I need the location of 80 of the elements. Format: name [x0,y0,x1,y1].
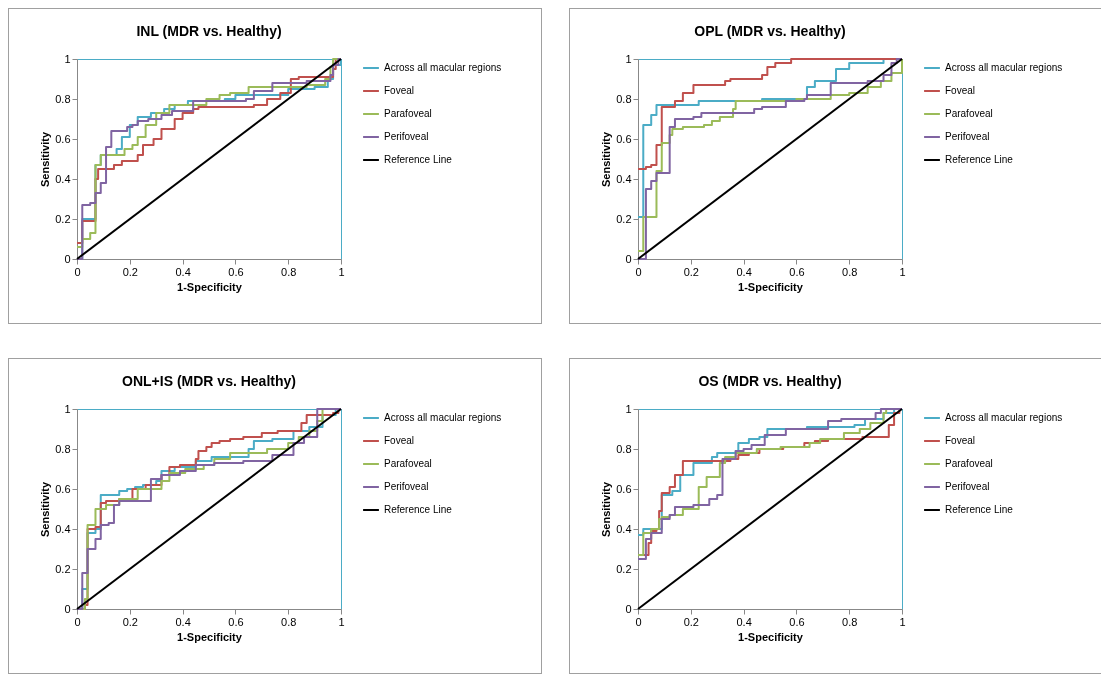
x-tick-label: 0.4 [736,615,752,628]
y-tick-label: 0.6 [616,132,632,145]
x-tick-label: 1 [338,615,345,628]
x-tick-label: 0 [74,615,81,628]
y-tick-label: 0.8 [55,442,71,455]
y-tick-label: 0 [64,602,71,615]
chart-title: OS (MDR vs. Healthy) [698,373,842,389]
x-tick-label: 0.8 [281,615,297,628]
chart-title: INL (MDR vs. Healthy) [136,23,282,39]
y-tick-label: 0.4 [55,172,71,185]
y-tick-label: 1 [625,402,632,415]
y-tick-label: 0.8 [55,92,71,105]
legend-label: Across all macular regions [945,412,1063,423]
legend-label: Foveal [384,435,415,446]
legend-label: Foveal [384,85,415,96]
chart-title: OPL (MDR vs. Healthy) [694,23,846,39]
y-tick-label: 0 [625,602,632,615]
y-tick-label: 0.2 [55,562,71,575]
chart-title: ONL+IS (MDR vs. Healthy) [122,373,296,389]
legend-label: Reference Line [945,504,1014,515]
legend-label: Across all macular regions [384,412,502,423]
x-tick-label: 0.6 [228,265,244,278]
y-tick-label: 0.6 [55,132,71,145]
legend-label: Reference Line [384,154,453,165]
y-axis-title: Sensitivity [600,481,613,538]
x-tick-label: 0.2 [683,265,699,278]
y-tick-label: 0.4 [616,522,632,535]
y-axis-title: Sensitivity [600,131,613,188]
legend-label: Perifoveal [384,131,429,142]
y-axis-title: Sensitivity [39,481,52,538]
legend-label: Reference Line [945,154,1014,165]
y-tick-label: 0.6 [55,482,71,495]
x-tick-label: 1 [338,265,345,278]
y-tick-label: 1 [64,402,71,415]
y-tick-label: 0 [625,252,632,265]
y-tick-label: 0.6 [616,482,632,495]
x-tick-label: 0.4 [736,265,752,278]
x-tick-label: 0 [635,265,642,278]
legend-label: Parafoveal [945,458,993,469]
y-tick-label: 0.8 [616,92,632,105]
y-tick-label: 0 [64,252,71,265]
x-tick-label: 0.6 [789,615,805,628]
legend-label: Foveal [945,435,976,446]
y-tick-label: 0.4 [55,522,71,535]
y-tick-label: 0.2 [616,212,632,225]
y-axis-title: Sensitivity [39,131,52,188]
legend-label: Parafoveal [945,108,993,119]
legend-label: Parafoveal [384,108,432,119]
x-tick-label: 1 [899,265,906,278]
y-tick-label: 1 [625,52,632,65]
x-tick-label: 0 [74,265,81,278]
x-tick-label: 0.8 [281,265,297,278]
x-tick-label: 0.4 [175,615,191,628]
legend-label: Perifoveal [384,481,429,492]
y-tick-label: 0.2 [616,562,632,575]
legend-label: Across all macular regions [384,62,502,73]
y-tick-label: 1 [64,52,71,65]
x-axis-title: 1-Specificity [177,630,243,643]
y-tick-label: 0.8 [616,442,632,455]
x-tick-label: 0.2 [122,615,138,628]
x-tick-label: 0.8 [842,265,858,278]
x-tick-label: 1 [899,615,906,628]
x-tick-label: 0.6 [228,615,244,628]
x-tick-label: 0 [635,615,642,628]
y-tick-label: 0.2 [55,212,71,225]
legend-label: Perifoveal [945,131,990,142]
x-tick-label: 0.6 [789,265,805,278]
x-axis-title: 1-Specificity [738,630,804,643]
legend-label: Across all macular regions [945,62,1063,73]
x-tick-label: 0.2 [122,265,138,278]
legend-label: Reference Line [384,504,453,515]
legend-label: Foveal [945,85,976,96]
y-tick-label: 0.4 [616,172,632,185]
x-tick-label: 0.2 [683,615,699,628]
x-axis-title: 1-Specificity [738,280,804,293]
x-axis-title: 1-Specificity [177,280,243,293]
x-tick-label: 0.8 [842,615,858,628]
legend-label: Parafoveal [384,458,432,469]
legend-label: Perifoveal [945,481,990,492]
x-tick-label: 0.4 [175,265,191,278]
